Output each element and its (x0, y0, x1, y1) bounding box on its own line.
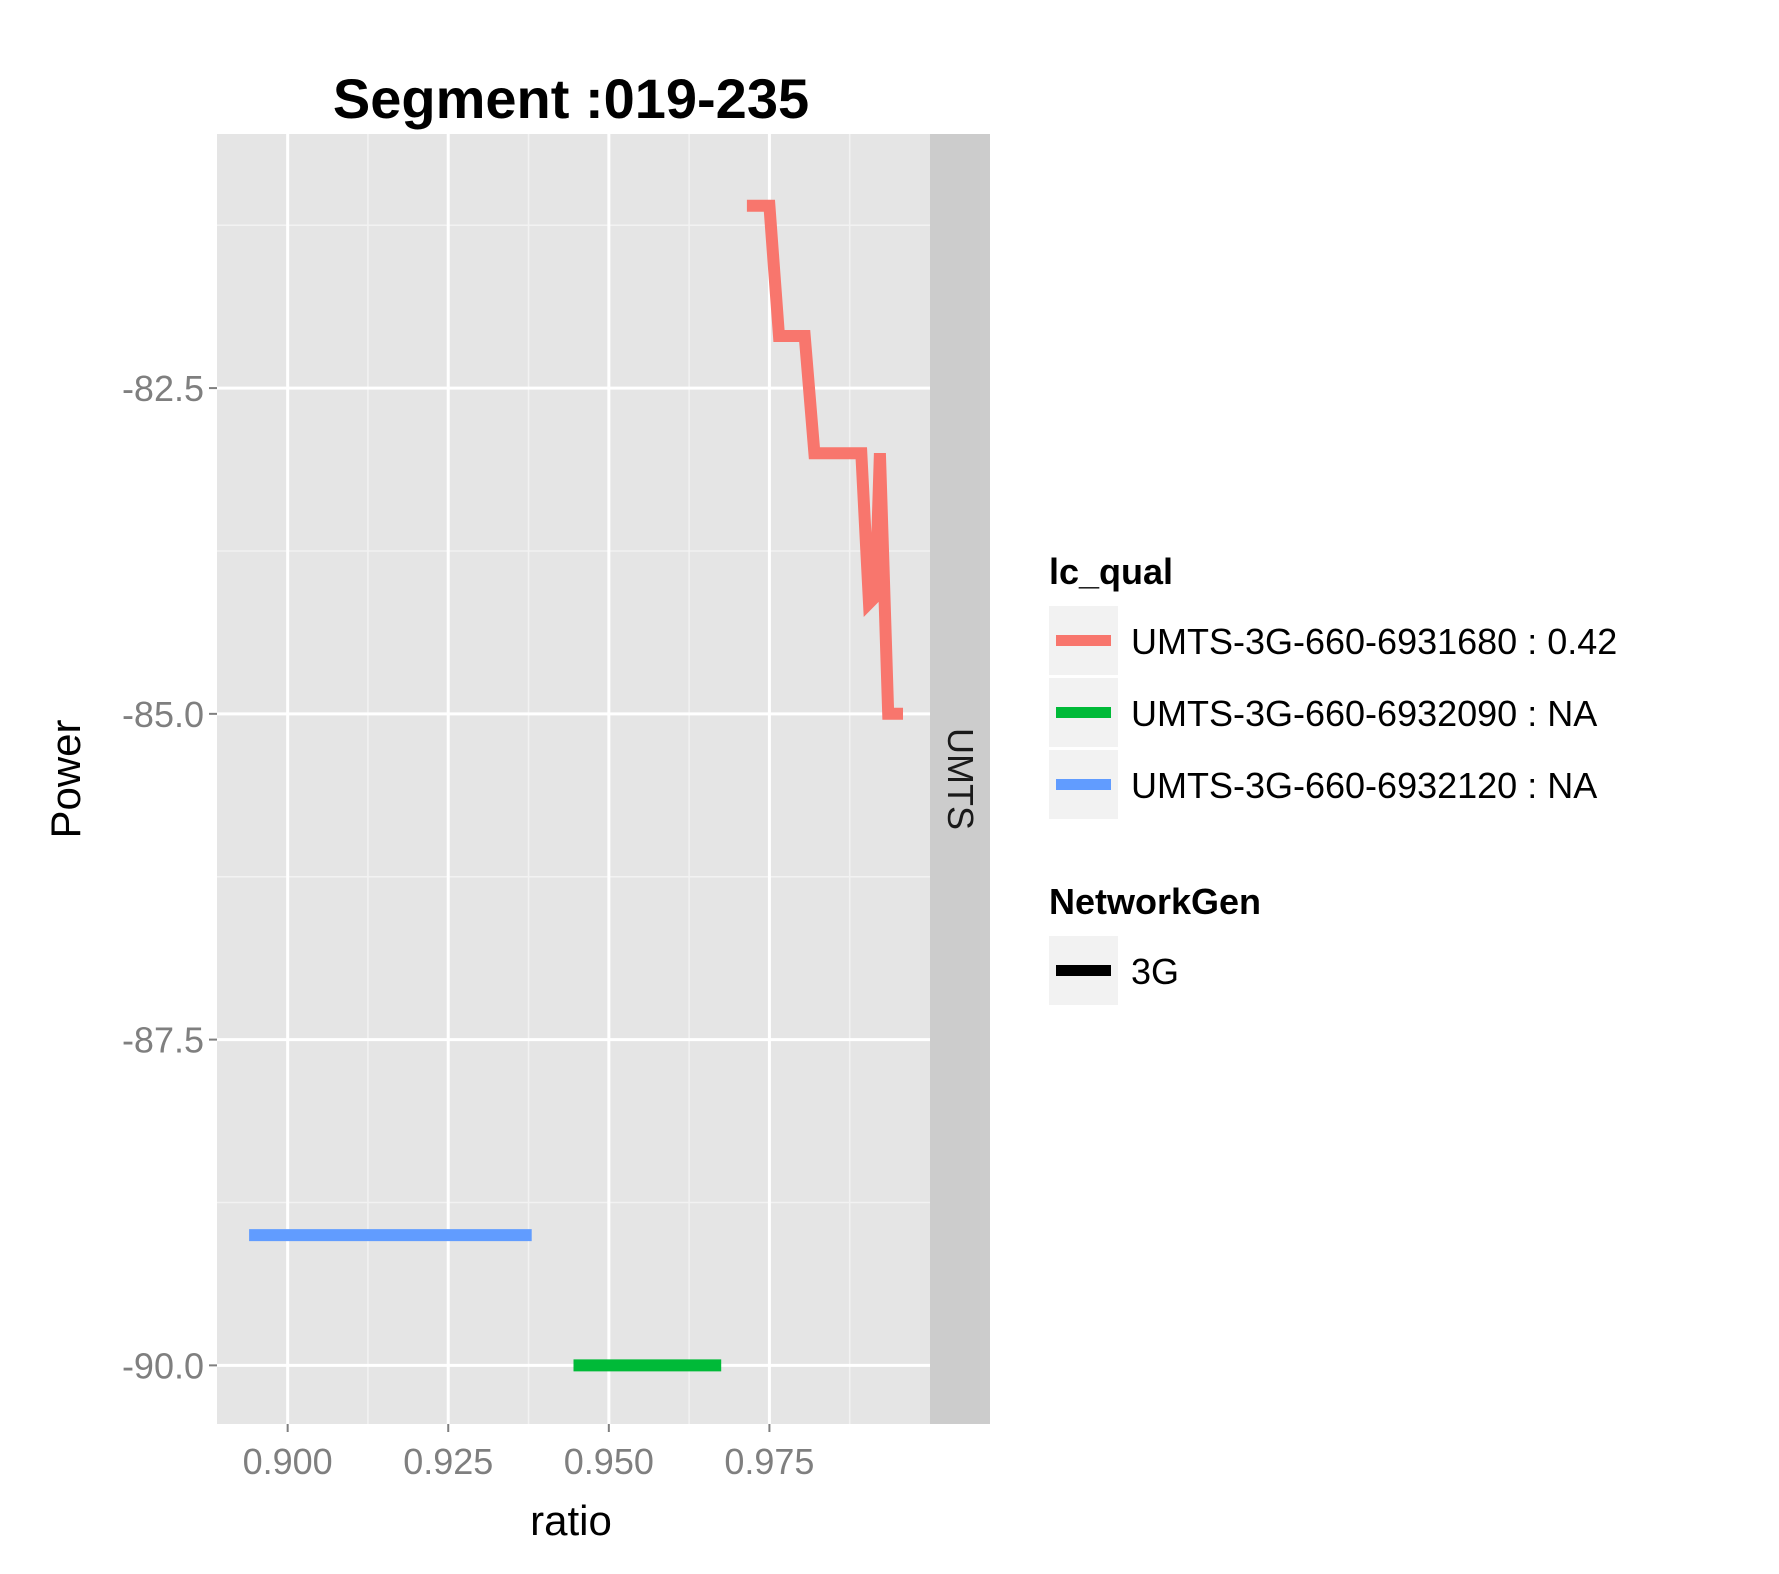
series-line-1 (746, 199, 903, 720)
y-axis-ticks: -82.5 -85.0 -87.5 -90.0 (122, 368, 217, 1386)
legend-color-title: lc_qual (1049, 551, 1173, 592)
legend-label: UMTS-3G-660-6932090 : NA (1131, 693, 1597, 734)
facet-strip (930, 134, 990, 1424)
x-tick-label: 0.925 (403, 1441, 493, 1482)
y-axis-title: Power (42, 719, 89, 838)
x-tick-label: 0.900 (243, 1441, 333, 1482)
major-gridlines (217, 134, 930, 1424)
legend-label: 3G (1131, 951, 1179, 992)
y-tick-label: -87.5 (122, 1020, 204, 1061)
legend-linetype-title: NetworkGen (1049, 881, 1261, 922)
chart-title: Segment :019-235 (333, 67, 809, 130)
x-tick-label: 0.950 (564, 1441, 654, 1482)
facet-strip-label: UMTS (940, 728, 981, 830)
y-tick-label: -90.0 (122, 1345, 204, 1386)
minor-gridlines (217, 134, 930, 1424)
series-lines (249, 199, 903, 1372)
x-axis-title: ratio (530, 1497, 612, 1544)
y-tick-label: -82.5 (122, 368, 204, 409)
legend-color-entries: UMTS-3G-660-6931680 : 0.42 UMTS-3G-660-69… (1049, 606, 1617, 819)
legend-linetype-entries: 3G (1049, 936, 1179, 1005)
x-axis-ticks: 0.900 0.925 0.950 0.975 (243, 1424, 814, 1482)
legend-label: UMTS-3G-660-6932120 : NA (1131, 765, 1597, 806)
x-tick-label: 0.975 (724, 1441, 814, 1482)
legend-label: UMTS-3G-660-6931680 : 0.42 (1131, 621, 1617, 662)
y-tick-label: -85.0 (122, 694, 204, 735)
